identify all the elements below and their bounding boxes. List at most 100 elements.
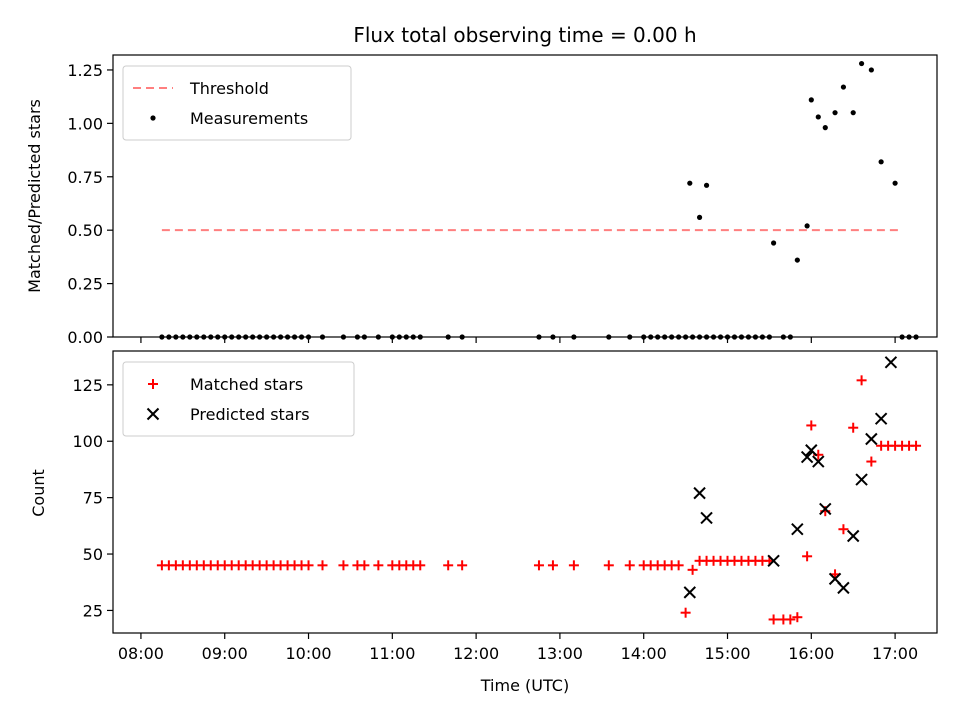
measurement-point bbox=[208, 334, 214, 340]
measurement-point bbox=[858, 60, 865, 67]
measurement-point bbox=[687, 180, 693, 186]
measurement-point bbox=[166, 334, 172, 340]
measurement-point bbox=[780, 334, 786, 340]
matched-star-point bbox=[443, 560, 454, 571]
predicted-star-point bbox=[700, 511, 713, 525]
measurement-point bbox=[850, 110, 856, 116]
matched-star-point bbox=[547, 560, 558, 571]
measurement-point bbox=[606, 334, 612, 340]
measurement-point bbox=[180, 334, 186, 340]
y-tick-label: 1.00 bbox=[67, 114, 103, 133]
cross-b bbox=[767, 554, 780, 568]
matched-star-point bbox=[848, 422, 859, 433]
cross-b bbox=[700, 511, 713, 525]
legend-label-predicted: Predicted stars bbox=[190, 405, 310, 424]
legend-box bbox=[122, 65, 352, 141]
measurement-point bbox=[215, 334, 221, 340]
measurement-point bbox=[794, 257, 800, 263]
x-tick-label: 11:00 bbox=[369, 644, 415, 663]
matched-star-point bbox=[317, 560, 328, 571]
legend-label-measurements: Measurements bbox=[190, 109, 308, 128]
measurement-point bbox=[683, 334, 689, 340]
measurement-point bbox=[710, 334, 717, 340]
cross-b bbox=[805, 444, 818, 457]
measurement-point bbox=[745, 334, 752, 340]
cross-b bbox=[819, 502, 832, 516]
top-ylabel: Matched/Predicted stars bbox=[25, 99, 44, 293]
matched-star-point bbox=[338, 560, 349, 571]
measurement-point bbox=[766, 334, 773, 340]
cross-b bbox=[865, 432, 878, 446]
legend-label-matched: Matched stars bbox=[190, 375, 303, 394]
matched-star-point bbox=[806, 420, 817, 431]
matched-star-point bbox=[838, 524, 849, 535]
measurement-point bbox=[396, 334, 402, 340]
y-tick-label: 50 bbox=[83, 545, 103, 564]
predicted-star-point bbox=[884, 356, 898, 369]
measurement-point bbox=[271, 334, 277, 340]
measurement-point bbox=[724, 334, 731, 340]
measurement-point bbox=[257, 334, 263, 340]
measurement-point bbox=[878, 159, 884, 165]
measurement-point bbox=[868, 67, 874, 73]
measurement-point bbox=[550, 334, 556, 340]
measurement-point bbox=[340, 334, 347, 340]
x-tick-label: 09:00 bbox=[202, 644, 248, 663]
measurement-point bbox=[822, 125, 828, 131]
legend-marker-matched bbox=[148, 379, 158, 389]
cross-b bbox=[855, 473, 868, 486]
measurement-point bbox=[815, 114, 821, 120]
bottom-ylabel: Count bbox=[29, 469, 48, 517]
cross-b bbox=[146, 407, 160, 421]
measurement-point bbox=[892, 180, 898, 186]
measurement-point bbox=[222, 334, 228, 340]
cross-b bbox=[791, 523, 804, 536]
predicted-star-point bbox=[800, 450, 814, 464]
predicted-star-point bbox=[791, 523, 804, 536]
predicted-star-point bbox=[865, 432, 878, 446]
matched-star-point bbox=[624, 560, 635, 571]
x-tick-label: 13:00 bbox=[537, 644, 583, 663]
measurement-point bbox=[655, 334, 661, 340]
measurement-point bbox=[291, 334, 298, 340]
y-tick-label: 25 bbox=[83, 601, 103, 620]
measurement-point bbox=[375, 334, 381, 340]
measurement-point bbox=[669, 334, 675, 340]
measurement-point bbox=[173, 334, 179, 340]
measurement-point bbox=[389, 334, 395, 340]
measurement-point bbox=[264, 334, 270, 340]
cross-b bbox=[837, 581, 850, 595]
legend-label-threshold: Threshold bbox=[189, 79, 269, 98]
measurement-point bbox=[648, 334, 654, 340]
matched-star-point bbox=[457, 560, 468, 571]
measurement-point bbox=[731, 334, 738, 340]
legend-marker-measurements bbox=[150, 115, 156, 121]
matched-star-point bbox=[856, 375, 867, 386]
measurement-point bbox=[627, 334, 633, 340]
measurement-point bbox=[696, 214, 703, 220]
x-tick-label: 16:00 bbox=[788, 644, 834, 663]
measurement-point bbox=[913, 334, 919, 340]
predicted-star-point bbox=[819, 502, 832, 516]
cross-b bbox=[828, 572, 842, 586]
matched-star-point bbox=[303, 560, 314, 571]
measurement-point bbox=[445, 334, 451, 340]
matched-star-point bbox=[603, 560, 614, 571]
predicted-star-point bbox=[846, 529, 860, 543]
x-tick-label: 10:00 bbox=[285, 644, 331, 663]
y-tick-label: 100 bbox=[72, 432, 103, 451]
measurement-point bbox=[759, 334, 766, 340]
matched-star-point bbox=[415, 560, 426, 571]
cross-b bbox=[800, 450, 814, 464]
measurement-point bbox=[159, 334, 165, 340]
legend-box bbox=[122, 361, 355, 437]
top-panel: 0.00 0.25 0.50 0.75 1.00 1.25 Threshold Measure… bbox=[67, 54, 938, 347]
matched-star-point bbox=[768, 614, 779, 625]
y-tick-label: 0.50 bbox=[67, 221, 103, 240]
cross-b bbox=[846, 529, 860, 543]
predicted-star-point bbox=[812, 455, 825, 468]
cross-b bbox=[693, 486, 706, 500]
matched-star-point bbox=[911, 440, 922, 451]
predicted-star-point bbox=[874, 412, 888, 425]
x-tick-label: 14:00 bbox=[621, 644, 667, 663]
